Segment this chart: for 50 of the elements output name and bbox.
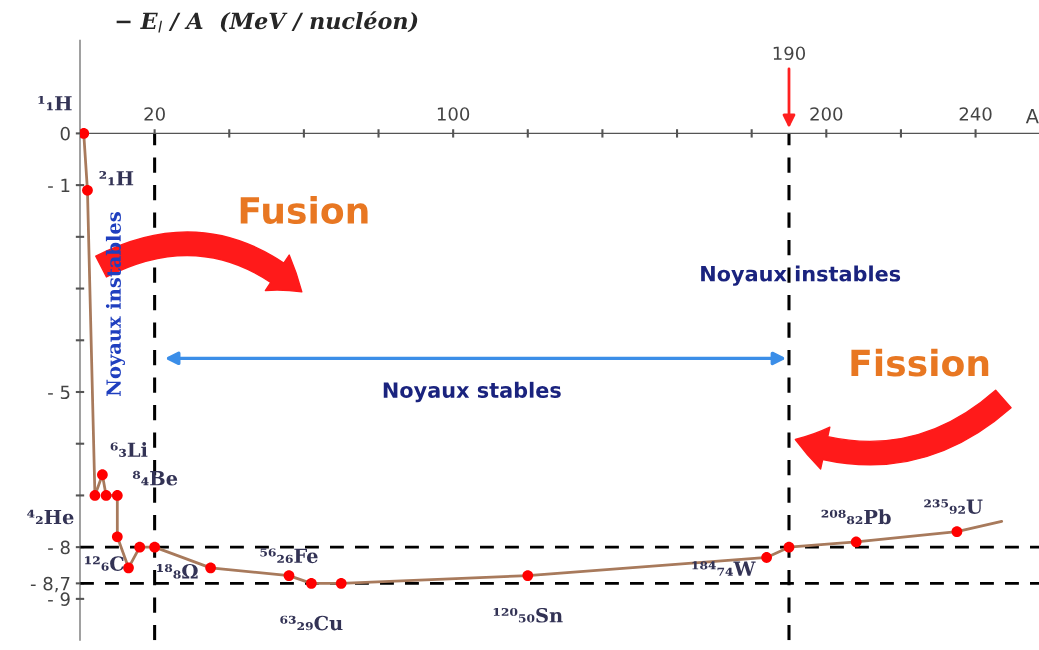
x-axis-title: A [1025, 108, 1039, 124]
point [100, 490, 112, 501]
annotation: Fission [851, 348, 989, 377]
annotation: ²³⁵₉₂U [924, 499, 983, 515]
annotation: ²⁰⁸₈₂Pb [821, 509, 891, 525]
point [82, 184, 93, 196]
x-tick-label: 20 [144, 107, 165, 121]
y-tick-label: - 8 [48, 540, 70, 555]
annotation: Noyaux stables [383, 381, 561, 403]
point [123, 562, 134, 574]
y-tick-label: - 1 [48, 178, 70, 192]
point [850, 536, 862, 548]
annotation: ⁵⁶₂₆Fe [260, 548, 318, 564]
annotation: ⁶³₂₉Cu [280, 615, 343, 631]
x-tick-label: 200 [810, 107, 843, 121]
x-tick-label: 240 [959, 107, 992, 121]
annotation: ¹²₆C [85, 556, 124, 571]
y-tick-label: 0 [60, 126, 70, 141]
point [80, 128, 90, 139]
y-tick-label: - 8,7 [30, 576, 70, 593]
annotation: Fusion [240, 196, 368, 225]
annotation: ¹₁H [38, 95, 72, 111]
annotation: ¹⁸⁴₇₄W [692, 561, 756, 576]
annotation: ⁴₂He [27, 509, 74, 525]
point [149, 541, 161, 553]
point [305, 577, 317, 589]
y-tick-label: - 5 [48, 385, 70, 400]
point [134, 541, 146, 553]
point [951, 526, 963, 538]
annotation: ¹²⁰₅₀Sn [493, 607, 563, 623]
point [97, 469, 108, 481]
annotation: ⁸₄Be [132, 470, 178, 486]
point [761, 552, 772, 563]
point [205, 562, 216, 574]
annotation: ⁶₃Li [110, 442, 148, 457]
y-tick-label: - 9 [48, 592, 70, 606]
point [89, 490, 101, 501]
point [783, 541, 795, 553]
point [522, 570, 534, 581]
x-tick-label: 100 [437, 107, 470, 121]
point [335, 577, 347, 589]
annotation: ¹⁸₈Ω [157, 563, 198, 579]
y-axis-title: − E$_{l}$ / A (MeV / nucléon) [116, 11, 418, 33]
point [111, 490, 123, 501]
point [111, 531, 123, 543]
annotation: Noyaux instables [105, 212, 125, 396]
annotation: ²₁H [99, 170, 134, 186]
point [283, 570, 295, 581]
ref-line-label: 190 [773, 46, 806, 61]
annotation: Noyaux instables [701, 265, 901, 286]
